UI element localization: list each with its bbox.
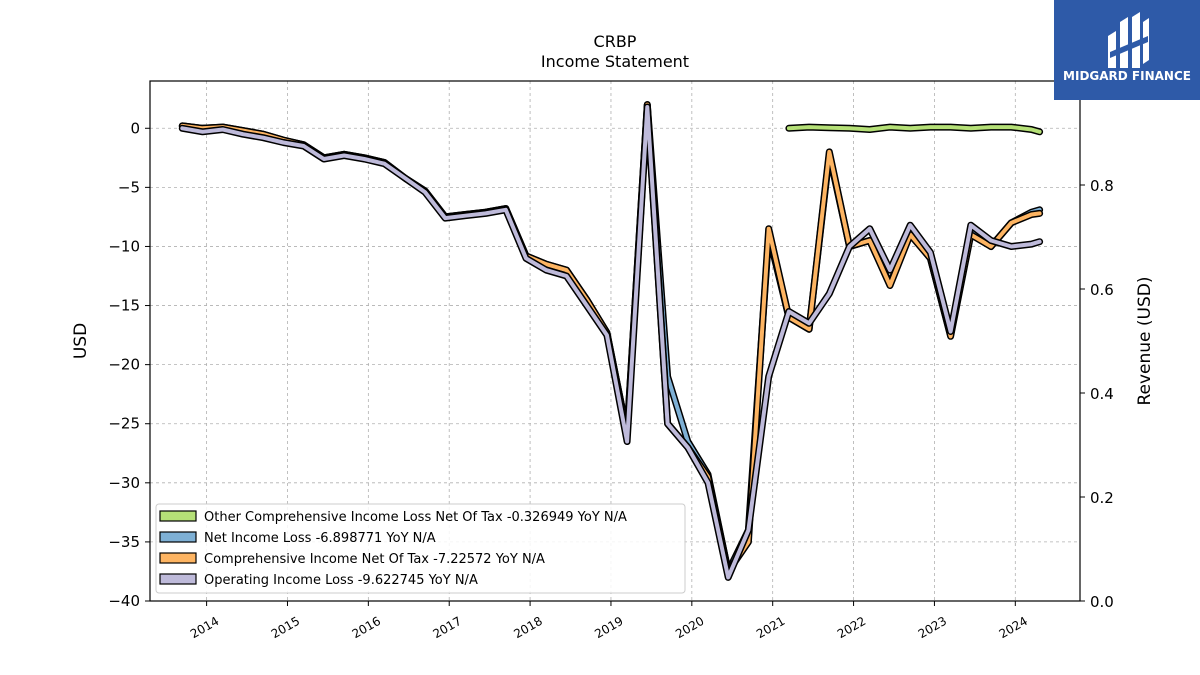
x-tick-label: 2023 [916,614,949,641]
y-tick-label: −15 [108,297,140,315]
x-tick-label: 2019 [592,614,625,641]
y-right-tick-label: 0.8 [1090,177,1114,195]
y-right-tick-label: 0.2 [1090,489,1114,507]
y-tick-label: −25 [108,415,140,433]
x-axis: 2014 2015 2016 2017 2018 2019 2020 2021 2022 2023… [188,601,1030,641]
y-right-tick-label: 0.4 [1090,385,1114,403]
x-tick-label: 2014 [188,614,221,641]
x-tick-label: 2022 [835,614,868,641]
legend-label-1: Net Income Loss -6.898771 YoY N/A [204,531,436,546]
y-axis-right: 0.0 0.2 0.4 0.6 0.8 [1080,177,1114,611]
chart-title: CRBP [594,32,637,51]
x-tick-label: 2016 [350,614,383,641]
y-tick-label: −35 [108,533,140,551]
y-tick-label: −5 [118,178,140,196]
y-axis-label: USD [71,323,91,359]
y-tick-label: −40 [108,592,140,610]
legend-label-2: Comprehensive Income Net Of Tax -7.22572… [204,552,545,567]
y-tick-label: 0 [130,119,140,137]
x-tick-label: 2021 [754,614,787,641]
logo-mark-icon [1108,12,1149,68]
series-line-3 [180,105,1042,580]
x-tick-label: 2018 [511,614,544,641]
x-tick-label: 2017 [430,614,463,641]
chart-subtitle: Income Statement [541,52,689,71]
y-right-tick-label: 0.6 [1090,281,1114,299]
y-tick-label: −30 [108,474,140,492]
series-line-0 [786,125,1042,134]
legend-swatch-1 [159,531,197,543]
y-axis-left: 0 −5 −10 −15 −20 −25 −30 −35 −40 [108,119,150,610]
legend-swatch-0 [159,510,197,522]
y-tick-label: −10 [108,237,140,255]
legend-swatch-2 [159,552,197,564]
plot-frame [149,80,1081,602]
y-axis-right-label: Revenue (USD) [1135,276,1155,405]
legend-box [155,503,686,594]
x-tick-label: 2024 [997,614,1030,641]
series-layer [178,101,1044,581]
legend-swatch-3 [159,573,197,585]
logo: MIDGARD FINANCE [1054,0,1200,100]
y-right-tick-label: 0.0 [1090,593,1114,611]
legend-label-0: Other Comprehensive Income Loss Net Of T… [204,510,627,525]
x-tick-label: 2020 [673,614,706,641]
y-tick-label: −20 [108,356,140,374]
legend: Other Comprehensive Income Loss Net Of T… [155,503,686,594]
legend-label-3: Operating Income Loss -9.622745 YoY N/A [204,573,478,588]
logo-text: MIDGARD FINANCE [1063,69,1191,83]
x-tick-label: 2015 [269,614,302,641]
